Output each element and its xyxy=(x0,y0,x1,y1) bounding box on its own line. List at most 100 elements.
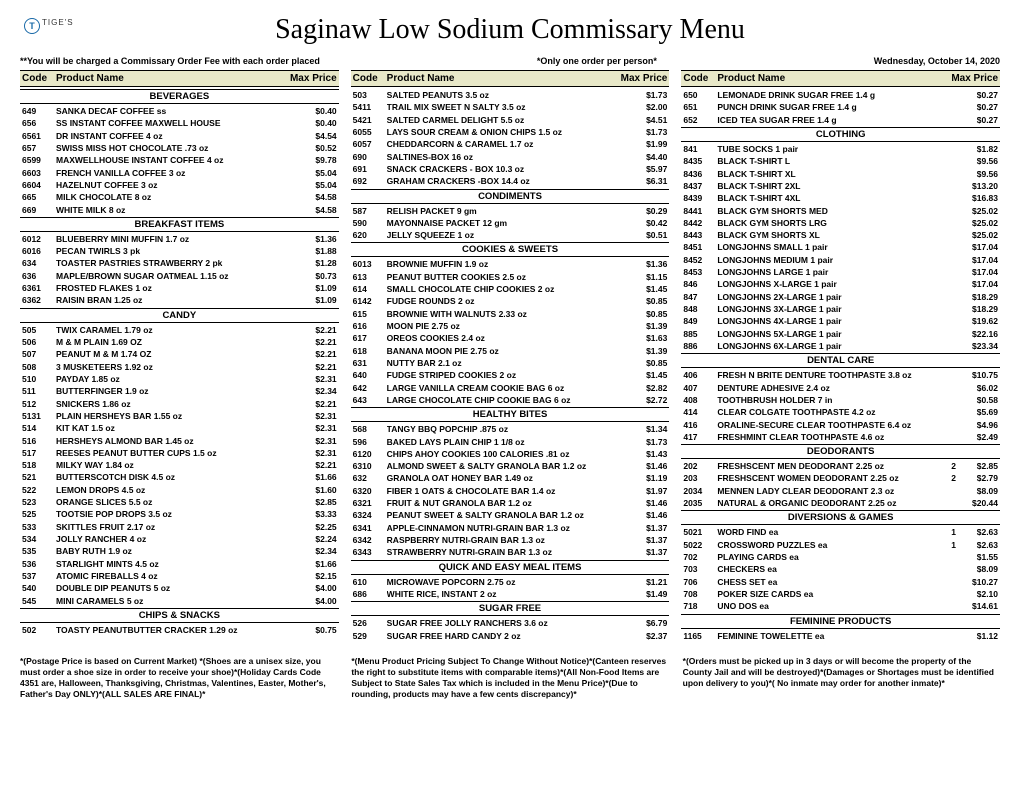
table-row: 703CHECKERS ea$8.09 xyxy=(681,563,1000,575)
item-qty: 1 xyxy=(944,526,960,538)
item-code: 508 xyxy=(22,361,56,373)
item-code: 1165 xyxy=(683,630,717,642)
column-header: Code Product Name Max Price xyxy=(351,70,670,87)
item-qty xyxy=(944,419,960,431)
item-name: PAYDAY 1.85 oz xyxy=(56,373,283,385)
item-price: $2.15 xyxy=(299,570,337,582)
item-name: BAKED LAYS PLAIN CHIP 1 1/8 oz xyxy=(387,436,614,448)
item-qty xyxy=(283,282,299,294)
item-name: LONGJOHNS X-LARGE 1 pair xyxy=(717,278,944,290)
item-qty xyxy=(613,448,629,460)
item-name: TOOTSIE POP DROPS 3.5 oz xyxy=(56,508,283,520)
item-code: 8453 xyxy=(683,266,717,278)
footnotes: *(Postage Price is based on Current Mark… xyxy=(20,656,1000,700)
item-code: 6362 xyxy=(22,294,56,306)
item-code: 596 xyxy=(353,436,387,448)
item-qty xyxy=(944,278,960,290)
table-row: 407DENTURE ADHESIVE 2.4 oz$6.02 xyxy=(681,382,1000,394)
item-qty xyxy=(944,303,960,315)
item-qty xyxy=(283,595,299,607)
item-price: $6.31 xyxy=(629,175,667,187)
item-name: MAXWELLHOUSE INSTANT COFFEE 4 oz xyxy=(56,154,283,166)
item-price: $2.00 xyxy=(629,101,667,113)
item-name: SALTINES-BOX 16 oz xyxy=(387,151,614,163)
table-row: 649SANKA DECAF COFFEE ss$0.40 xyxy=(20,105,339,117)
table-row: 203FRESHSCENT WOMEN DEODORANT 2.25 oz2$2… xyxy=(681,472,1000,484)
item-code: 523 xyxy=(22,496,56,508)
item-qty xyxy=(283,508,299,520)
item-name: TWIX CARAMEL 1.79 oz xyxy=(56,324,283,336)
item-qty xyxy=(283,484,299,496)
table-row: 507PEANUT M & M 1.74 OZ$2.21 xyxy=(20,348,339,360)
table-row: 6361FROSTED FLAKES 1 oz$1.09 xyxy=(20,282,339,294)
item-price: $4.40 xyxy=(629,151,667,163)
item-code: 620 xyxy=(353,229,387,241)
item-price: $17.04 xyxy=(960,266,998,278)
item-qty xyxy=(613,175,629,187)
item-qty xyxy=(283,422,299,434)
item-qty xyxy=(613,332,629,344)
item-name: CHEDDARCORN & CARAMEL 1.7 oz xyxy=(387,138,614,150)
item-code: 614 xyxy=(353,283,387,295)
item-qty xyxy=(944,89,960,101)
item-qty xyxy=(944,266,960,278)
meta-row: **You will be charged a Commissary Order… xyxy=(20,56,1000,66)
table-row: 651PUNCH DRINK SUGAR FREE 1.4 g$0.27 xyxy=(681,101,1000,113)
item-name: DR INSTANT COFFEE 4 oz xyxy=(56,130,283,142)
item-name: LONGJOHNS 5X-LARGE 1 pair xyxy=(717,328,944,340)
item-price: $3.33 xyxy=(299,508,337,520)
item-code: 512 xyxy=(22,398,56,410)
table-row: 691SNACK CRACKERS - BOX 10.3 oz$5.97 xyxy=(351,163,670,175)
table-row: 6343STRAWBERRY NUTRI-GRAIN BAR 1.3 oz$1.… xyxy=(351,546,670,558)
item-price: $9.56 xyxy=(960,168,998,180)
item-price: $1.36 xyxy=(299,233,337,245)
item-qty xyxy=(944,431,960,443)
item-name: PEANUT M & M 1.74 OZ xyxy=(56,348,283,360)
item-name: SNICKERS 1.86 oz xyxy=(56,398,283,410)
table-row: 634TOASTER PASTRIES STRAWBERRY 2 pk$1.28 xyxy=(20,257,339,269)
item-price: $2.79 xyxy=(960,472,998,484)
item-qty xyxy=(283,385,299,397)
item-price: $2.25 xyxy=(299,521,337,533)
table-row: 6016PECAN TWIRLS 3 pk$1.88 xyxy=(20,245,339,257)
item-price: $0.52 xyxy=(299,142,337,154)
item-qty xyxy=(613,89,629,101)
item-name: FUDGE ROUNDS 2 oz xyxy=(387,295,614,307)
item-price: $1.55 xyxy=(960,551,998,563)
item-name: TOOTHBRUSH HOLDER 7 in xyxy=(717,394,944,406)
table-row: 596BAKED LAYS PLAIN CHIP 1 1/8 oz$1.73 xyxy=(351,436,670,448)
item-code: 652 xyxy=(683,114,717,126)
item-code: 613 xyxy=(353,271,387,283)
item-code: 416 xyxy=(683,419,717,431)
item-code: 545 xyxy=(22,595,56,607)
item-qty xyxy=(944,406,960,418)
item-qty xyxy=(613,588,629,600)
table-row: 8441BLACK GYM SHORTS MED$25.02 xyxy=(681,205,1000,217)
table-row: 6013BROWNIE MUFFIN 1.9 oz$1.36 xyxy=(351,258,670,270)
table-row: 690SALTINES-BOX 16 oz$4.40 xyxy=(351,151,670,163)
item-name: FROSTED FLAKES 1 oz xyxy=(56,282,283,294)
item-price: $0.42 xyxy=(629,217,667,229)
section-header: DENTAL CARE xyxy=(681,353,1000,368)
item-price: $2.85 xyxy=(299,496,337,508)
item-name: BROWNIE WITH WALNUTS 2.33 oz xyxy=(387,308,614,320)
item-price: $0.85 xyxy=(629,295,667,307)
item-qty xyxy=(944,394,960,406)
footnote-1: *(Postage Price is based on Current Mark… xyxy=(20,656,337,700)
item-price: $2.34 xyxy=(299,545,337,557)
item-name: CHIPS AHOY COOKIES 100 CALORIES .81 oz xyxy=(387,448,614,460)
item-price: $1.45 xyxy=(629,283,667,295)
item-name: PECAN TWIRLS 3 pk xyxy=(56,245,283,257)
item-price: $1.12 xyxy=(960,630,998,642)
item-qty xyxy=(283,117,299,129)
item-qty xyxy=(283,191,299,203)
table-row: 533SKITTLES FRUIT 2.17 oz$2.25 xyxy=(20,521,339,533)
table-row: 6320FIBER 1 OATS & CHOCOLATE BAR 1.4 oz$… xyxy=(351,485,670,497)
item-qty xyxy=(613,357,629,369)
table-row: 5421SALTED CARMEL DELIGHT 5.5 oz$4.51 xyxy=(351,114,670,126)
item-code: 510 xyxy=(22,373,56,385)
item-name: SUGAR FREE HARD CANDY 2 oz xyxy=(387,630,614,642)
item-qty xyxy=(944,588,960,600)
table-row: 6603FRENCH VANILLA COFFEE 3 oz$5.04 xyxy=(20,167,339,179)
item-price: $1.49 xyxy=(629,588,667,600)
